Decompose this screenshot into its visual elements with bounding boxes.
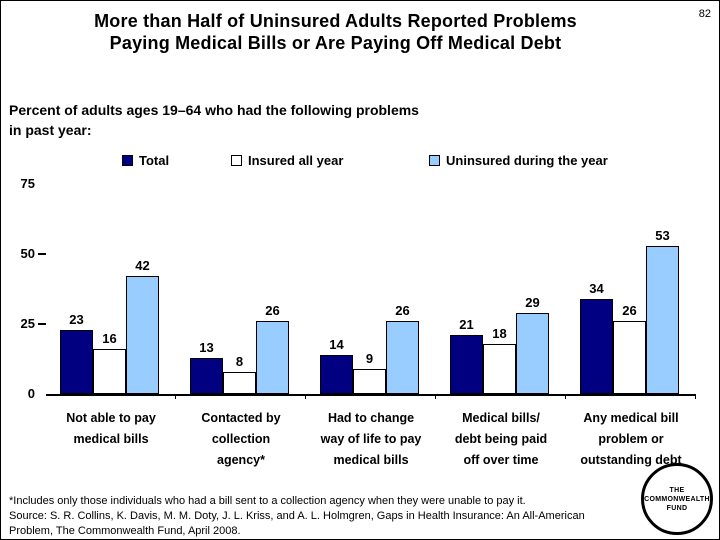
y-axis-label: 25	[20, 316, 35, 331]
bar-insured-all-year	[613, 321, 646, 394]
bar-value-label: 23	[69, 312, 84, 327]
bar-value-label: 53	[655, 228, 670, 243]
legend-swatch-icon	[122, 154, 133, 166]
bar-uninsured-during-the-year	[256, 321, 289, 394]
y-axis-label: 50	[20, 246, 35, 261]
x-axis-tick	[435, 394, 436, 399]
footnote-and-source: *Includes only those individuals who had…	[9, 494, 664, 539]
source-line: Source: S. R. Collins, K. Davis, M. M. D…	[9, 510, 585, 522]
bar-value-label: 26	[622, 303, 637, 318]
y-axis-label: 75	[20, 176, 35, 191]
bar-value-label: 34	[589, 281, 604, 296]
bar-uninsured-during-the-year	[646, 246, 679, 394]
x-axis-tick	[565, 394, 566, 399]
logo-text: THE	[669, 486, 685, 494]
bar-value-label: 26	[395, 303, 410, 318]
legend-swatch-icon	[231, 154, 242, 166]
bar-total	[580, 299, 613, 394]
bar-value-label: 29	[525, 295, 540, 310]
y-axis-tick	[38, 253, 46, 255]
x-axis-tick	[175, 394, 176, 399]
legend-label: Uninsured during the year	[446, 152, 608, 168]
y-axis-label: 0	[27, 386, 35, 401]
bar-uninsured-during-the-year	[126, 276, 159, 394]
bar-value-label: 21	[459, 317, 474, 332]
legend-label: Insured all year	[248, 152, 344, 168]
bar-value-label: 13	[199, 340, 214, 355]
bar-insured-all-year	[483, 344, 516, 394]
footnote-line: *Includes only those individuals who had…	[9, 495, 526, 507]
commonwealth-fund-logo: THE COMMONWEALTH FUND	[641, 463, 713, 535]
category-label: Medical bills/ debt being paid off over …	[454, 411, 548, 467]
bar-value-label: 9	[365, 351, 374, 366]
bar-insured-all-year	[223, 372, 256, 394]
legend-item: Uninsured during the year	[429, 152, 608, 168]
bar-value-label: 42	[135, 258, 150, 273]
legend-item: Total	[122, 152, 170, 168]
x-axis-tick	[695, 394, 696, 399]
legend-label: Total	[139, 152, 170, 168]
bar-insured-all-year	[353, 369, 386, 394]
plot-area: 23 13 14 21 34 16 8 9 18 26 42 26 26 29 53	[46, 184, 696, 399]
bar-value-label: 8	[235, 354, 244, 369]
source-line: Problem, The Commonwealth Fund, April 20…	[9, 525, 241, 537]
page-number: 82	[698, 8, 711, 20]
legend-swatch-icon	[429, 154, 440, 166]
bar-insured-all-year	[93, 349, 126, 394]
category-label: Any medical bill problem or outstanding …	[580, 411, 682, 467]
page-title: More than Half of Uninsured Adults Repor…	[94, 11, 577, 53]
bar-uninsured-during-the-year	[386, 321, 419, 394]
bar-uninsured-during-the-year	[516, 313, 549, 394]
bar-value-label: 14	[329, 337, 344, 352]
legend-item: Insured all year	[231, 152, 344, 168]
bar-value-label: 26	[265, 303, 280, 318]
bar-total	[190, 358, 223, 394]
category-label: Not able to pay medical bills	[66, 411, 156, 446]
category-label: Contacted by collection agency*	[201, 411, 281, 467]
chart-subtitle: Percent of adults ages 19–64 who had the…	[9, 102, 419, 138]
logo-text: FUND	[666, 504, 688, 512]
x-axis-tick	[305, 394, 306, 399]
bar-total	[450, 335, 483, 394]
category-label: Had to change way of life to pay medical…	[320, 411, 422, 467]
bar-total	[60, 330, 93, 394]
y-axis-tick	[38, 323, 46, 325]
logo-text: COMMONWEALTH	[644, 495, 710, 503]
bar-value-label: 16	[102, 331, 117, 346]
bar-total	[320, 355, 353, 394]
bar-value-label: 18	[492, 326, 507, 341]
